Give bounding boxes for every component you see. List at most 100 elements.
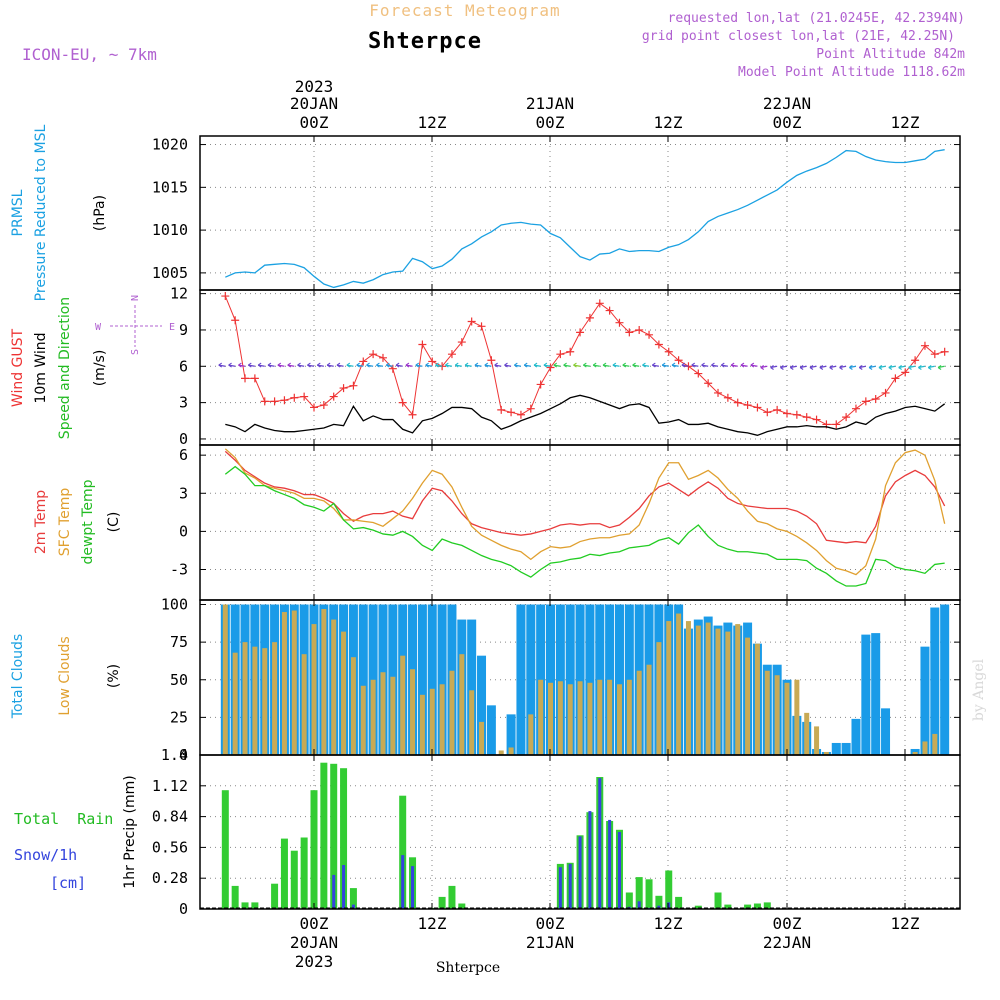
low-cloud-bar <box>311 624 317 755</box>
wind-direction-arrowhead <box>868 365 873 370</box>
wind-direction-arrowhead <box>849 365 853 370</box>
wind-direction-arrowhead <box>829 365 833 370</box>
temp-label-3: dewpt Temp <box>80 479 96 564</box>
y-tick-label: 0.28 <box>152 869 188 887</box>
gust-marker <box>300 392 309 401</box>
y-tick-label: 1020 <box>152 136 188 154</box>
wind-direction-arrowhead <box>681 362 686 368</box>
wind-direction-arrowhead <box>474 362 479 368</box>
top-hour-label: 00Z <box>536 113 565 132</box>
wind-direction-arrowhead <box>740 362 745 368</box>
y-tick-label: 12 <box>170 285 188 303</box>
rain-bar <box>221 790 229 909</box>
wind-direction-arrowhead <box>228 362 232 368</box>
total-cloud-bar <box>940 604 950 755</box>
low-cloud-bar <box>272 642 278 755</box>
total-cloud-bar <box>851 718 861 755</box>
gust-marker <box>871 394 880 403</box>
gridpoint-coords: grid point closest lon,lat (21E, 42.25N) <box>642 29 955 44</box>
compass-north-label: N <box>130 295 141 301</box>
low-cloud-bar <box>626 679 632 755</box>
compass-south-label: S <box>130 349 141 355</box>
total-cloud-bar <box>506 714 516 755</box>
wind-direction-arrowhead <box>720 362 725 368</box>
low-cloud-bar <box>932 733 938 755</box>
gust-line <box>224 295 945 425</box>
wind-unit: (m/s) <box>92 350 108 387</box>
wind-direction-arrowhead <box>799 365 804 370</box>
low-cloud-bar <box>754 643 760 755</box>
wind-direction-arrowhead <box>385 362 390 368</box>
wind-direction-arrowhead <box>336 362 341 368</box>
gust-marker <box>753 403 762 412</box>
total-cloud-bar <box>861 634 871 755</box>
wind-direction-arrowhead <box>760 365 765 370</box>
gust-marker <box>625 328 634 337</box>
wind-direction-arrowhead <box>642 362 646 368</box>
low-cloud-bar <box>774 675 780 755</box>
pressure-unit: (hPa) <box>92 195 108 231</box>
wind-direction-arrowhead <box>711 362 715 368</box>
low-cloud-bar <box>616 684 622 755</box>
precip-label-snow: Snow/1h <box>14 846 77 864</box>
bottom-date-label: 22JAN <box>763 933 811 952</box>
wind-direction-arrowhead <box>701 362 705 368</box>
rain-bar <box>231 885 239 909</box>
rain-bar <box>645 879 653 909</box>
total-cloud-bar <box>614 604 624 755</box>
wind-direction-arrowhead <box>770 365 774 370</box>
top-time-axis: 2023 20JAN 21JAN 22JAN 00Z 12Z 00Z 12Z 0… <box>290 77 920 132</box>
wind-direction-arrowhead <box>750 362 755 368</box>
low-cloud-bar <box>548 682 553 755</box>
gust-marker <box>260 397 269 406</box>
gust-marker <box>842 413 851 422</box>
total-cloud-bar <box>831 742 841 755</box>
wind-direction-arrowhead <box>484 362 489 368</box>
gust-marker <box>723 393 732 402</box>
y-tick-label: 3 <box>179 394 188 412</box>
pressure-label-2: Pressure Reduced to MSL <box>33 124 49 301</box>
rain-bar <box>714 892 722 909</box>
rain-bar <box>753 903 761 909</box>
gust-marker <box>477 322 486 331</box>
low-cloud-bar <box>439 684 445 755</box>
gust-marker <box>704 379 713 388</box>
total-cloud-bar <box>881 708 891 755</box>
snow-bar <box>351 904 355 909</box>
gust-marker <box>467 317 476 326</box>
gust-marker <box>507 408 516 417</box>
low-cloud-bar <box>410 669 416 755</box>
rain-bar <box>675 896 683 909</box>
low-cloud-bar <box>705 622 711 755</box>
gust-marker <box>497 405 506 414</box>
wind-direction-arrowhead <box>622 362 627 368</box>
low-cloud-bar <box>479 721 485 755</box>
low-cloud-bar <box>912 751 918 755</box>
rain-bar <box>340 768 348 909</box>
wind-direction-arrowhead <box>218 362 223 368</box>
gust-marker <box>635 325 644 334</box>
snow-bar <box>608 819 612 909</box>
y-tick-label: 0.56 <box>152 838 188 856</box>
rain-bar <box>251 902 259 909</box>
wind-direction-arrowhead <box>583 362 587 368</box>
low-cloud-bar <box>587 682 593 755</box>
low-cloud-bar <box>380 672 386 755</box>
gust-marker <box>428 357 437 366</box>
wind-direction-arrowhead <box>238 362 242 368</box>
bottom-hour-label: 12Z <box>891 914 920 933</box>
wind-direction-arrowhead <box>691 362 696 368</box>
low-cloud-bar <box>577 681 583 755</box>
gust-marker <box>231 316 240 325</box>
temp-labels: 2m Temp SFC Temp dewpt Temp (C) <box>33 479 122 564</box>
gust-marker <box>556 350 565 359</box>
gust-marker <box>861 397 870 406</box>
rain-bar <box>625 892 633 909</box>
y-tick-label: 6 <box>179 357 188 375</box>
gust-marker <box>329 392 338 401</box>
wind-direction-arrowhead <box>287 362 292 368</box>
gust-marker <box>359 357 368 366</box>
wind-direction-arrowhead <box>464 362 469 368</box>
bottom-hour-label: 00Z <box>300 914 329 933</box>
